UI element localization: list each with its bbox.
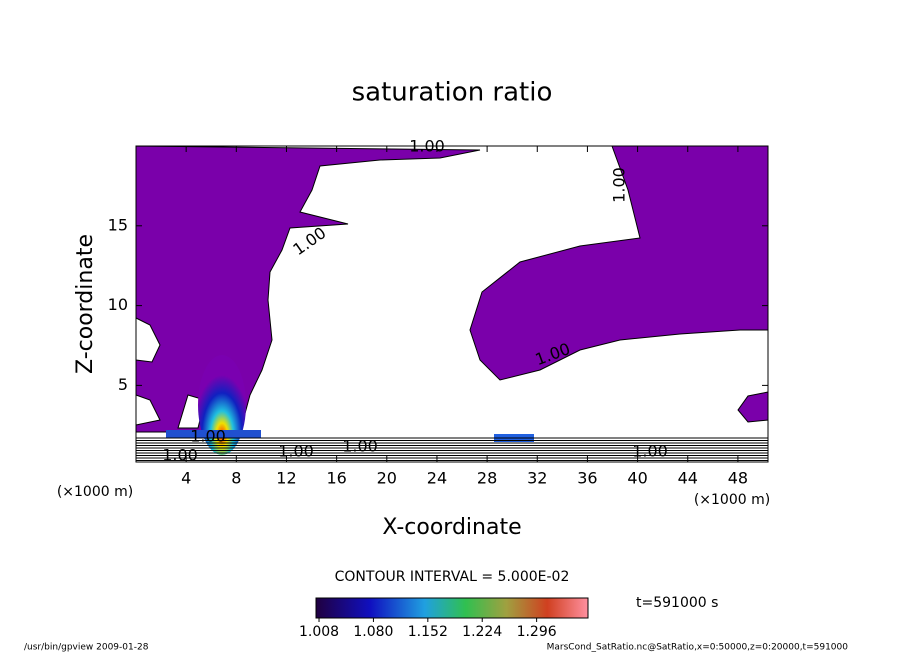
x-tick-label: 28 <box>477 469 497 488</box>
contour-label: 1.00 <box>190 427 226 446</box>
x-unit: (×1000 m) <box>694 492 770 508</box>
footer-left: /usr/bin/gpview 2009-01-28 <box>24 643 149 653</box>
y-tick-label: 10 <box>108 295 128 314</box>
x-tick-label: 40 <box>627 469 647 488</box>
y-tick-label: 5 <box>118 375 128 394</box>
x-tick-label: 16 <box>326 469 346 488</box>
contour-label: 1.00 <box>610 167 629 203</box>
x-tick-label: 44 <box>678 469 698 488</box>
filled-region <box>469 145 769 381</box>
x-tick-label: 48 <box>728 469 748 488</box>
filled-region <box>737 391 769 423</box>
x-tick-label: 4 <box>181 469 191 488</box>
x-tick-label: 20 <box>377 469 397 488</box>
contour-label: 1.00 <box>342 437 378 456</box>
colorbar-tick-label: 1.008 <box>299 624 339 640</box>
colorbar-tick-label: 1.224 <box>462 624 502 640</box>
contour-label: 1.00 <box>632 442 668 461</box>
time-label: t=591000 s <box>636 595 718 611</box>
x-tick-label: 12 <box>276 469 296 488</box>
footer-right: MarsCond_SatRatio.nc@SatRatio,x=0:50000,… <box>547 643 849 653</box>
x-tick-label: 24 <box>427 469 447 488</box>
y-tick-label: 15 <box>108 215 128 234</box>
colorbar-tick-label: 1.080 <box>353 624 393 640</box>
colorbar-ticks: 1.008 1.080 1.152 1.224 1.296 <box>299 618 557 640</box>
colorbar-tick-label: 1.296 <box>517 624 557 640</box>
contour-lines <box>136 437 768 461</box>
contour-label: 1.00 <box>409 137 445 156</box>
x-tick-label: 32 <box>527 469 547 488</box>
x-tick-label: 8 <box>231 469 241 488</box>
x-tick-label: 36 <box>577 469 597 488</box>
colorbar <box>315 597 589 619</box>
contour-interval: CONTOUR INTERVAL = 5.000E-02 <box>335 569 570 585</box>
x-axis-label: X-coordinate <box>382 515 521 540</box>
contour-label: 1.00 <box>289 223 329 259</box>
contour-label: 1.00 <box>278 442 314 461</box>
y-axis-label: Z-coordinate <box>73 234 98 374</box>
filled-region <box>166 430 261 438</box>
contour-label: 1.00 <box>162 446 198 465</box>
colorbar-tick-label: 1.152 <box>408 624 448 640</box>
plot-frame <box>135 145 769 463</box>
plot-area <box>135 145 769 463</box>
x-unit: (×1000 m) <box>57 484 133 500</box>
chart-title: saturation ratio <box>352 78 553 108</box>
filled-region <box>135 145 481 433</box>
